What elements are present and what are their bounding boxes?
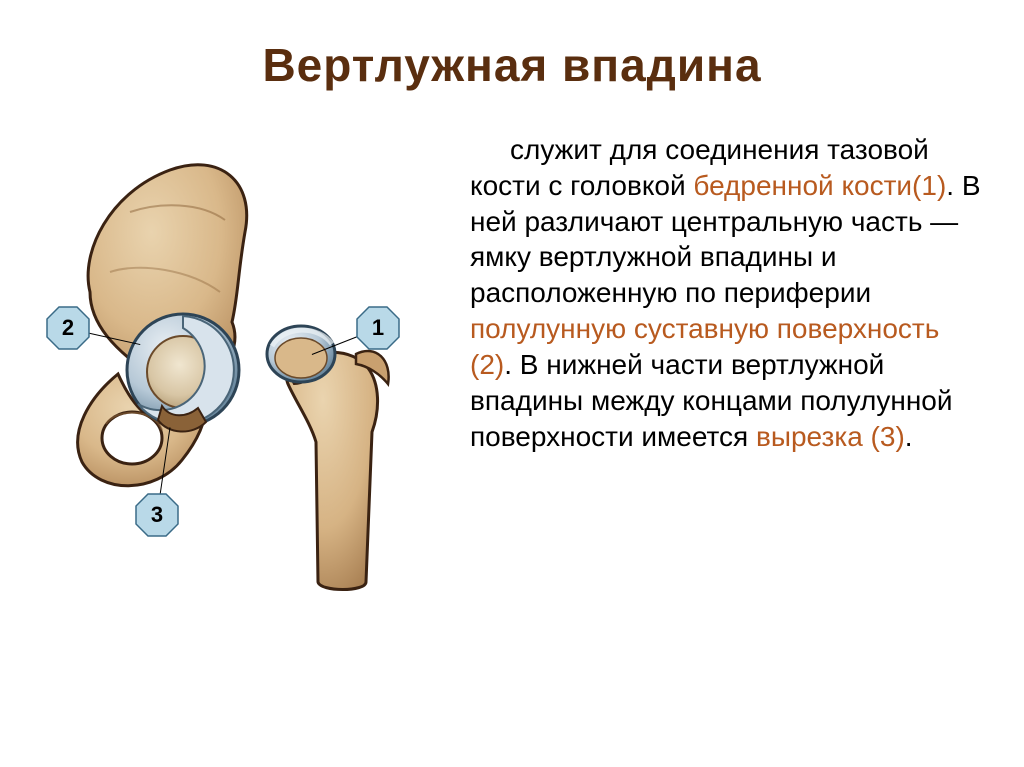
- femur-shaft: [286, 352, 377, 589]
- hip-bone-illustration: [20, 122, 460, 602]
- marker-1: 1: [355, 305, 401, 351]
- marker-3: 3: [134, 492, 180, 538]
- marker-number: 2: [62, 315, 74, 341]
- page-title: Вертлужная впадина: [0, 0, 1024, 102]
- marker-number: 1: [372, 315, 384, 341]
- highlight-term: вырезка (3): [756, 421, 905, 452]
- highlight-term: бедренной кости(1): [693, 170, 946, 201]
- marker-2: 2: [45, 305, 91, 351]
- content-row: 1 2 3 служит для соединения тазовой кости …: [0, 102, 1024, 602]
- anatomy-diagram: 1 2 3: [20, 122, 460, 602]
- description-text: служит для соединения тазовой кости с го…: [460, 122, 984, 602]
- marker-number: 3: [151, 502, 163, 528]
